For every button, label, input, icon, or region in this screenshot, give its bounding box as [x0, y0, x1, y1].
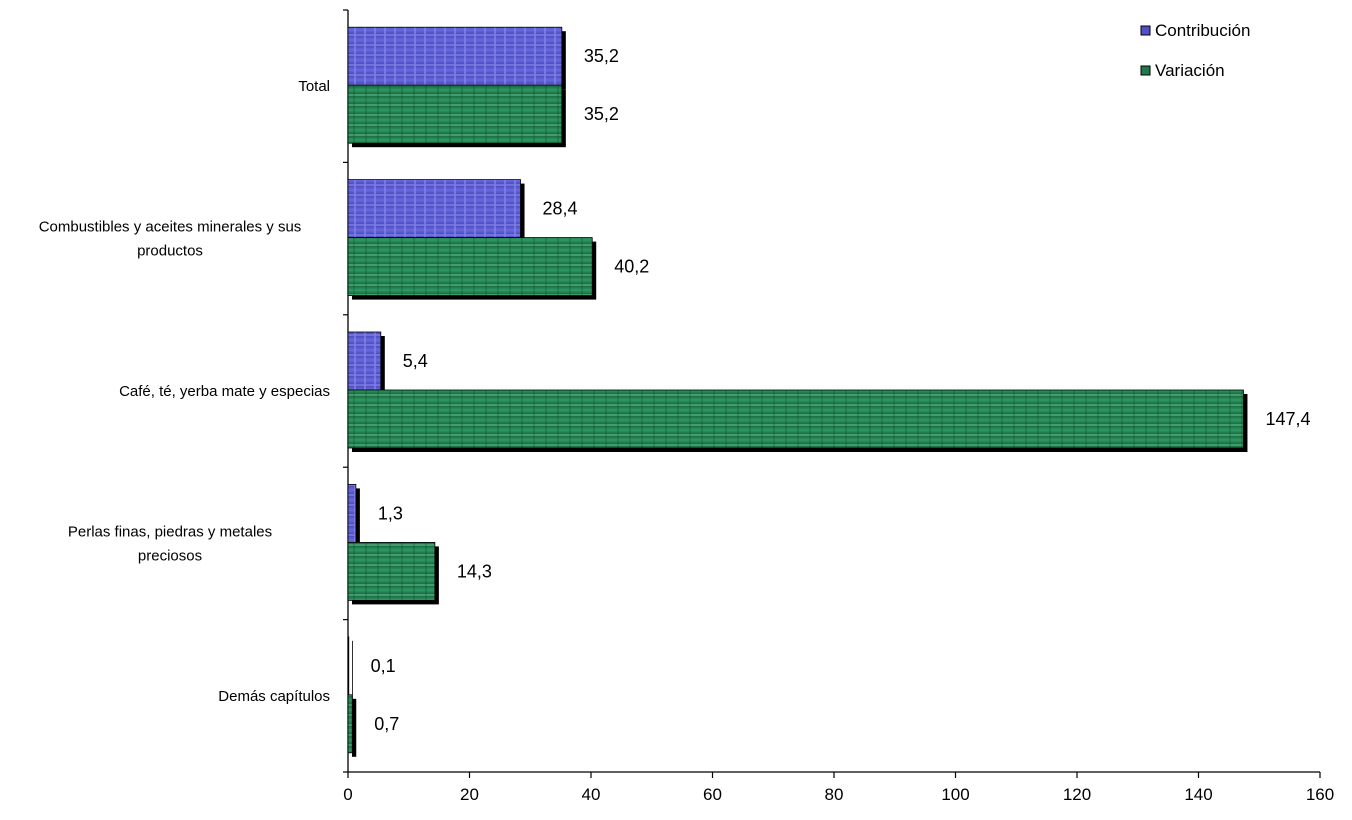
category-label: Café, té, yerba mate y especias	[119, 383, 330, 400]
bar-variacion	[347, 694, 353, 754]
data-label: 0,7	[374, 714, 399, 734]
data-label: 147,4	[1265, 409, 1310, 429]
data-label: 0,1	[371, 656, 396, 676]
bar-variacion	[347, 389, 1244, 449]
x-tick-label: 80	[825, 785, 844, 804]
bar-contribucion	[347, 26, 563, 86]
x-tick-label: 40	[582, 785, 601, 804]
category-label: Demás capítulos	[218, 688, 330, 705]
x-tick-label: 0	[343, 785, 352, 804]
bar-contribucion	[347, 331, 382, 391]
data-label: 40,2	[614, 257, 649, 277]
legend-swatch	[1140, 25, 1151, 36]
bar-shadow	[352, 640, 353, 699]
bar-variacion	[347, 84, 563, 144]
x-tick-label: 20	[460, 785, 479, 804]
x-tick-label: 60	[703, 785, 722, 804]
legend-label: Variación	[1155, 61, 1225, 80]
data-label: 35,2	[584, 104, 619, 124]
bar-variacion	[347, 542, 436, 601]
legend: Contribución Variación	[1140, 21, 1250, 80]
legend-label: Contribución	[1155, 21, 1250, 40]
category-label: Perlas finas, piedras y metales	[68, 523, 272, 540]
data-label: 1,3	[378, 503, 403, 523]
bar-contribucion	[347, 483, 357, 543]
bar-shadow	[352, 698, 357, 757]
category-label: preciosos	[138, 547, 202, 564]
data-label: 35,2	[584, 46, 619, 66]
bar-contribucion	[347, 636, 350, 696]
x-tick-label: 140	[1184, 785, 1212, 804]
legend-swatch	[1140, 65, 1151, 76]
x-tick-label: 120	[1063, 785, 1091, 804]
bar-contribucion	[347, 179, 521, 239]
category-label: Combustibles y aceites minerales y sus	[39, 219, 302, 236]
bar-variacion	[347, 237, 593, 297]
data-label: 14,3	[457, 561, 492, 581]
x-tick-label: 160	[1306, 785, 1334, 804]
category-label: Total	[298, 78, 330, 95]
x-tick-label: 100	[941, 785, 969, 804]
category-label: productos	[137, 243, 203, 260]
data-label: 28,4	[543, 199, 578, 219]
data-label: 5,4	[403, 351, 428, 371]
